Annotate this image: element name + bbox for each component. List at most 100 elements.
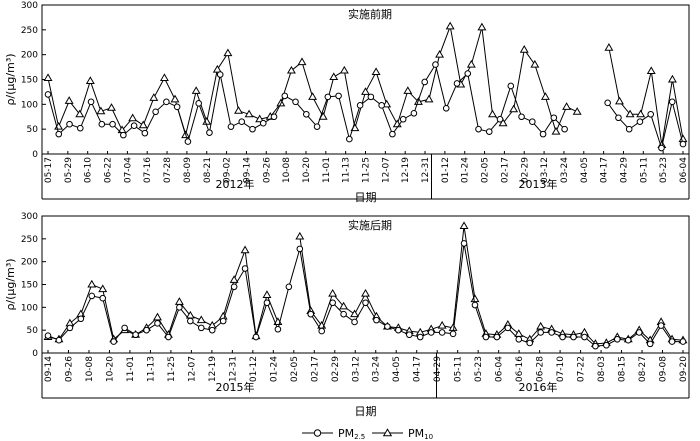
data-point-triangle [229,275,239,283]
chart-title: 实施后期 [348,218,392,232]
x-tick-label: 10-20 [302,157,312,183]
series-line [47,250,279,341]
data-point-circle [313,123,321,130]
data-point-circle [120,131,127,139]
data-point-triangle [509,104,519,113]
data-point-circle [515,336,523,343]
x-tick-label: 07-04 [123,157,133,183]
x-tick-label: 08-03 [597,356,607,382]
data-point-circle [646,340,654,348]
data-point-triangle [328,288,338,297]
legend-marker-circle [313,429,322,437]
y-tick-label: 150 [21,76,38,86]
x-tick-label: 02-17 [500,157,510,183]
data-point-circle [274,325,282,333]
data-point-circle [615,114,622,122]
data-point-circle [87,98,95,106]
data-point-triangle [615,96,624,105]
series-line [608,47,684,146]
data-point-circle [657,322,665,329]
x-tick-label: 04-05 [580,157,590,183]
data-point-circle [668,98,676,106]
y-tick-label: 250 [21,26,38,36]
x-tick-label: 06-04 [495,356,505,382]
data-point-triangle [153,312,162,321]
data-point-triangle [361,288,370,297]
x-tick-label: 03-24 [372,356,382,382]
data-point-circle [318,327,326,335]
data-point-circle [241,265,249,272]
data-point-triangle [174,297,184,305]
x-tick-label: 02-29 [520,157,530,183]
data-point-triangle [477,22,487,31]
x-tick-label: 11-25 [167,356,177,382]
x-tick-label: 11-13 [146,356,156,382]
data-point-triangle [530,59,540,68]
data-point-circle [405,331,413,339]
x-tick-label: 12-07 [187,356,197,382]
x-tick-label: 03-12 [540,157,550,183]
data-point-circle [176,304,183,311]
data-point-circle [173,103,181,111]
x-tick-label: 11-13 [342,157,352,183]
data-point-triangle [85,76,95,84]
data-point-circle [614,336,621,343]
x-tick-label: 04-17 [600,157,610,183]
x-tick-label: 12-31 [228,356,238,382]
x-tick-label: 09-26 [262,157,272,183]
data-point-circle [647,110,655,118]
x-tick-label: 01-24 [461,157,471,183]
data-point-circle [227,123,235,130]
data-point-circle [163,98,170,106]
data-point-circle [416,333,424,341]
data-point-circle [154,320,161,327]
data-point-circle [165,333,172,341]
x-tick-label: 08-27 [638,356,648,382]
x-tick-label: 04-17 [413,356,423,382]
data-point-circle [329,299,336,307]
data-point-circle [270,113,278,121]
data-point-circle [66,120,73,128]
data-point-triangle [159,73,169,82]
x-tick-label: 09-20 [679,356,689,382]
data-point-triangle [255,114,265,123]
data-point-triangle [196,315,206,324]
data-point-circle [421,78,428,86]
x-tick-label: 05-11 [454,356,464,382]
data-point-circle [259,119,267,127]
data-point-triangle [466,59,476,68]
x-tick-label: 03-24 [560,157,570,183]
x-tick-label: 10-08 [282,157,292,183]
data-point-circle [399,115,407,123]
data-point-triangle [297,57,307,66]
data-point-triangle [96,106,106,115]
data-point-circle [285,283,293,291]
data-point-circle [636,118,644,126]
data-point-circle [44,91,52,98]
data-point-circle [143,326,150,334]
x-tick-label: 09-08 [659,356,669,382]
data-point-circle [384,323,391,330]
data-point-triangle [551,126,561,135]
data-point-triangle [646,66,656,75]
y-tick-label: 0 [32,349,38,359]
data-point-circle [453,80,461,87]
data-point-circle [263,299,271,307]
data-point-triangle [98,284,108,293]
x-tick-label: 08-15 [618,356,628,382]
x-tick-label: 09-14 [242,157,252,183]
data-point-circle [581,333,588,341]
data-point-triangle [667,74,677,83]
x-tick-label: 06-22 [104,157,114,183]
x-tick-label: 06-16 [515,356,525,382]
data-point-triangle [435,49,445,58]
chart-bottom: 0 50 100 150 200 250 300 ρ/(μg/m³) 实施后期 09-14 09-2… [4,212,690,418]
year-label: 2016年 [519,380,558,394]
data-point-circle [351,318,358,326]
data-point-circle [110,338,117,345]
year-label: 2012年 [216,177,255,191]
x-tick-label: 04-29 [619,157,629,183]
data-point-circle [570,333,577,341]
y-tick-label: 200 [21,258,38,268]
